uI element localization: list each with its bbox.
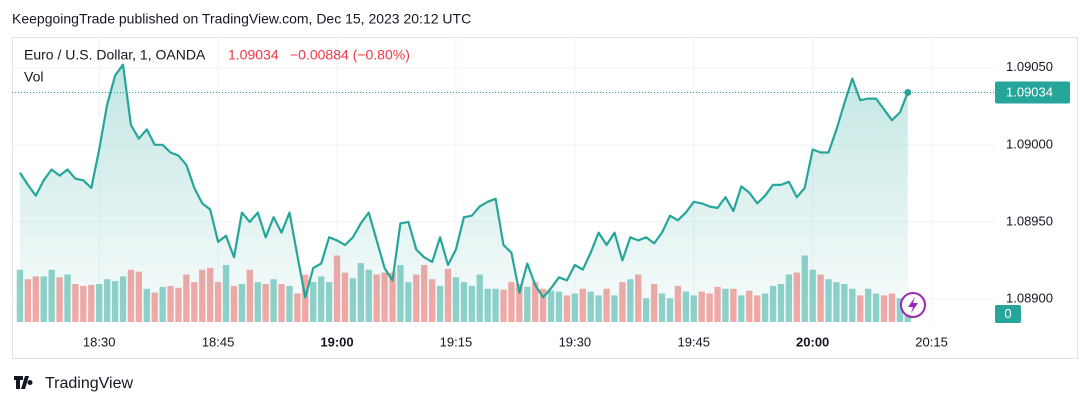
x-tick-label: 20:00 [796, 334, 829, 349]
x-tick-label: 19:15 [440, 334, 473, 349]
y-tick-label: 1.08900 [1006, 290, 1053, 305]
symbol-name: Euro / U.S. Dollar, 1, OANDA [24, 47, 206, 63]
price-line [12, 63, 995, 322]
x-tick-label: 18:45 [202, 334, 235, 349]
volume-label: Vol [24, 69, 43, 85]
price-tag-bg [995, 81, 1070, 104]
y-tick-label: 1.08950 [1006, 213, 1053, 228]
price-tag: 1.09034 [1006, 84, 1053, 99]
price-area [19, 64, 908, 322]
volume-tag: 0 [1004, 306, 1011, 321]
chart-frame [12, 37, 1078, 359]
y-tick-label: 1.09000 [1006, 136, 1053, 151]
x-tick-label: 19:30 [559, 334, 592, 349]
labels: 18:30 18:45 19:00 19:15 19:30 19:45 20:00 20:15… [83, 59, 1070, 349]
x-tick-label: 19:00 [320, 334, 353, 349]
lightning [908, 297, 918, 313]
x-tick-label: 18:30 [83, 334, 116, 349]
price-line [18, 63, 909, 299]
price-change: −0.00884 (−0.80%) [290, 47, 410, 63]
x-tick-label: 19:45 [677, 334, 710, 349]
x-tick-label: 20:15 [915, 334, 948, 349]
brand: TradingView [45, 375, 133, 392]
tv-logo [14, 376, 33, 389]
publish-info: KeepgoingTrade published on TradingView.… [12, 11, 471, 27]
y-tick-label: 1.09050 [1006, 59, 1053, 74]
last-point [904, 88, 912, 96]
volume-tag-bg [995, 305, 1021, 323]
last-price: 1.09034 [228, 47, 279, 63]
